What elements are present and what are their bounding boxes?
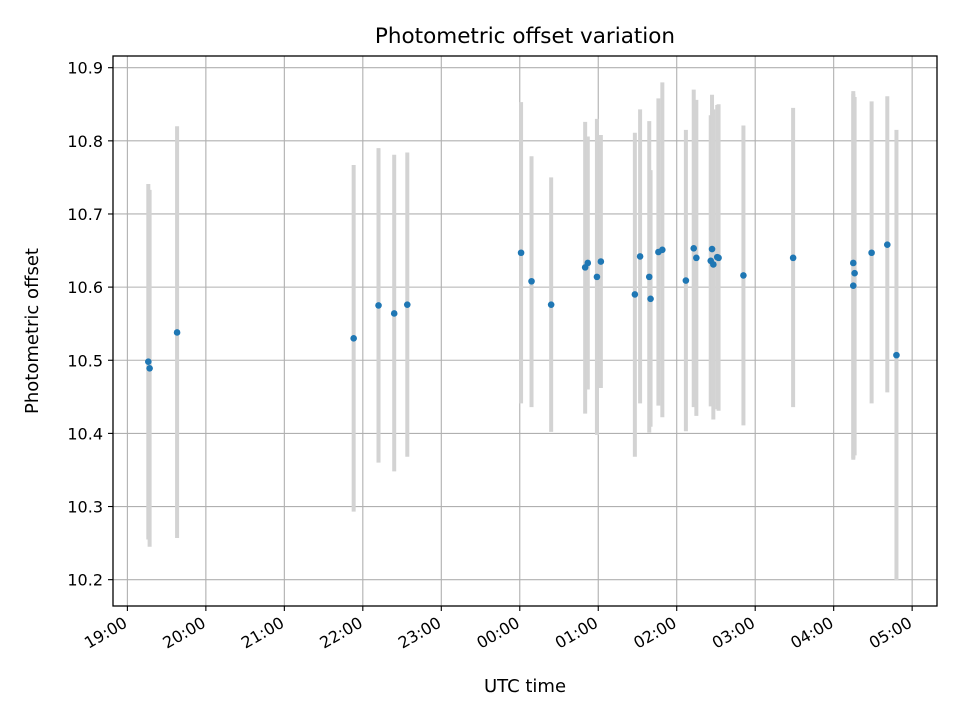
y-axis-title: Photometric offset [22, 248, 43, 414]
y-tick-label: 10.5 [67, 351, 103, 370]
data-point [883, 241, 891, 248]
data-point [375, 302, 382, 309]
plot-frame [112, 55, 938, 607]
data-point [789, 254, 797, 262]
data-point [390, 310, 398, 317]
y-tick-label: 10.3 [67, 498, 103, 517]
y-tick-label: 10.7 [67, 205, 103, 224]
y-tick-label: 10.2 [67, 571, 103, 590]
data-point [584, 259, 592, 267]
data-point [647, 295, 654, 303]
y-tick-label: 10.4 [67, 424, 103, 443]
data-point [849, 282, 857, 289]
data-point [710, 261, 717, 268]
data-point [868, 249, 875, 257]
data-point [715, 254, 722, 262]
data-point [851, 269, 858, 277]
data-point [145, 358, 152, 366]
y-axis-ticks: 10.2 10.3 10.4 10.5 10.6 10.7 10.8 10.9 [67, 59, 113, 590]
data-point [645, 273, 653, 281]
data-point [173, 329, 181, 336]
data-point [682, 277, 690, 284]
x-axis-title: UTC time [484, 676, 566, 697]
data-point-layer [145, 241, 900, 372]
data-point [708, 245, 716, 253]
data-point [528, 277, 535, 285]
y-tick-label: 10.6 [67, 278, 103, 297]
y-tick-label: 10.8 [67, 132, 103, 151]
data-point [597, 258, 605, 265]
data-point [403, 301, 411, 308]
y-tick-label: 10.9 [67, 59, 103, 78]
data-point [693, 254, 700, 262]
data-point [659, 246, 666, 254]
grid-layer [113, 56, 937, 606]
data-point [636, 253, 644, 260]
data-point [146, 365, 153, 372]
data-point [593, 273, 601, 281]
chart-title: Photometric offset variation [375, 24, 675, 49]
data-point [849, 259, 857, 267]
data-point [631, 291, 639, 298]
data-point [690, 245, 698, 252]
data-point [350, 335, 357, 342]
data-point [547, 301, 555, 308]
data-point [517, 249, 525, 257]
data-point [893, 351, 900, 359]
data-point [740, 272, 747, 279]
